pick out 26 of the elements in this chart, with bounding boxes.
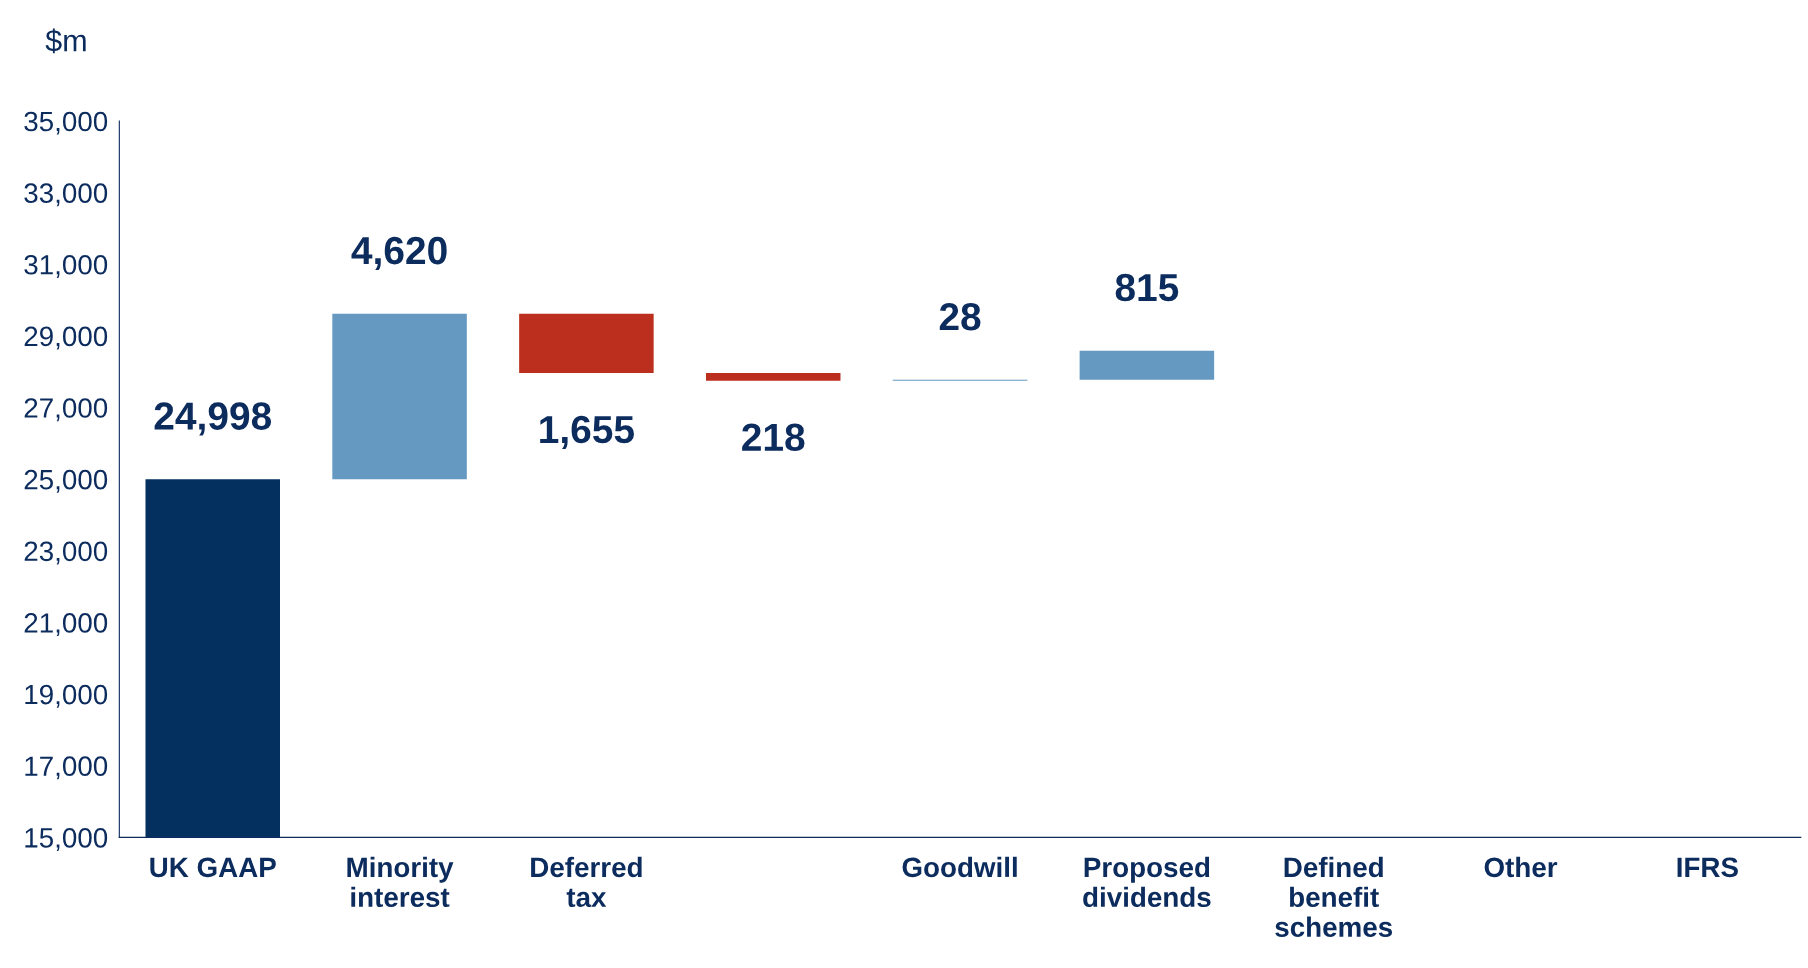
data-label: 4,620 [351, 236, 447, 271]
y-tick-label: 17,000 [25, 756, 108, 780]
y-tick-label: 33,000 [24, 183, 108, 207]
x-tick-label: UK GAAP [150, 857, 276, 878]
y-tick-label: 25,000 [24, 469, 108, 493]
data-label: 1,655 [540, 415, 634, 449]
y-tick-label: 21,000 [24, 613, 108, 637]
data-label: 24,998 [154, 402, 272, 436]
y-tick-label: 31,000 [24, 254, 108, 278]
x-tick-label: Defined benefit schemes [1275, 856, 1393, 938]
x-tick-label: Minority interest [347, 856, 454, 908]
y-tick-label: 15,000 [25, 827, 108, 851]
x-tick-label: Other [1484, 856, 1558, 878]
x-tick-label: Goodwill [902, 856, 1017, 878]
x-tick-label: IFRS [1677, 857, 1738, 878]
y-tick-label: 23,000 [24, 541, 108, 565]
y-axis-title: $m [45, 28, 86, 54]
y-tick-label: 19,000 [25, 684, 108, 708]
data-label: 218 [742, 423, 805, 452]
data-label: 28 [939, 302, 981, 331]
x-tick-label: Proposed dividends [1083, 856, 1211, 908]
data-label: 815 [1115, 273, 1179, 302]
y-tick-label: 27,000 [24, 398, 108, 422]
y-tick-label: 29,000 [24, 326, 108, 350]
y-tick-label: 35,000 [24, 111, 108, 135]
x-tick-label: Deferred tax [531, 856, 642, 908]
